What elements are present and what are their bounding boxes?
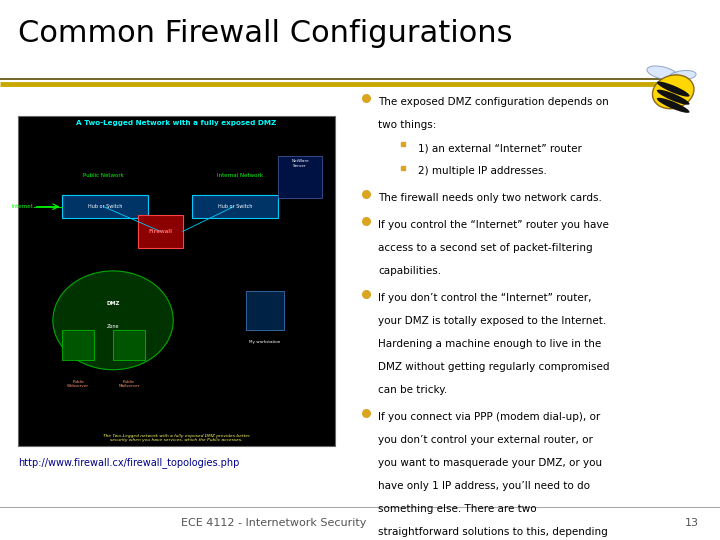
Text: can be tricky.: can be tricky.: [378, 385, 447, 395]
Bar: [138, 215, 183, 248]
Text: Hub or Switch: Hub or Switch: [218, 204, 252, 209]
Text: Internal Network: Internal Network: [217, 173, 263, 178]
Ellipse shape: [652, 75, 694, 109]
Text: 1) an external “Internet” router: 1) an external “Internet” router: [418, 144, 582, 153]
Text: If you don’t control the “Internet” router,: If you don’t control the “Internet” rout…: [378, 293, 592, 303]
Bar: [113, 330, 145, 360]
Ellipse shape: [669, 71, 696, 80]
Text: 13: 13: [685, 518, 698, 528]
Text: Public Network: Public Network: [83, 173, 124, 178]
Text: you don’t control your external router, or: you don’t control your external router, …: [378, 435, 593, 445]
Text: access to a second set of packet-filtering: access to a second set of packet-filteri…: [378, 243, 593, 253]
Text: straightforward solutions to this, depending: straightforward solutions to this, depen…: [378, 527, 608, 537]
Text: your DMZ is totally exposed to the Internet.: your DMZ is totally exposed to the Inter…: [378, 316, 606, 326]
Text: Public
Mailserver: Public Mailserver: [118, 380, 140, 388]
Ellipse shape: [657, 82, 690, 97]
Ellipse shape: [53, 271, 174, 370]
Text: Internet: Internet: [12, 204, 33, 209]
Text: capabilities.: capabilities.: [378, 266, 441, 276]
Bar: [63, 330, 94, 360]
Ellipse shape: [657, 98, 690, 113]
Text: Firewall: Firewall: [148, 229, 173, 234]
Text: The Two-Legged network with a fully exposed DMZ provides better
security when yo: The Two-Legged network with a fully expo…: [103, 434, 250, 442]
Text: 2) multiple IP addresses.: 2) multiple IP addresses.: [418, 166, 546, 177]
Text: If you connect via PPP (modem dial-up), or: If you connect via PPP (modem dial-up), …: [378, 412, 600, 422]
Text: Hub or Switch: Hub or Switch: [88, 204, 122, 209]
Text: NetWare
Server: NetWare Server: [291, 159, 309, 167]
Ellipse shape: [657, 90, 690, 105]
Text: ECE 4112 - Internetwork Security: ECE 4112 - Internetwork Security: [181, 518, 366, 528]
Text: two things:: two things:: [378, 120, 436, 130]
Text: DMZ: DMZ: [107, 301, 120, 306]
Text: My workstation: My workstation: [249, 340, 281, 344]
Text: Common Firewall Configurations: Common Firewall Configurations: [18, 19, 513, 48]
Bar: [18, 116, 335, 446]
Bar: [246, 291, 284, 330]
Text: DMZ without getting regularly compromised: DMZ without getting regularly compromise…: [378, 362, 610, 372]
Text: have only 1 IP address, you’ll need to do: have only 1 IP address, you’ll need to d…: [378, 481, 590, 491]
Bar: [278, 156, 322, 198]
Text: If you control the “Internet” router you have: If you control the “Internet” router you…: [378, 220, 609, 230]
Ellipse shape: [647, 66, 678, 80]
Text: A Two-Legged Network with a fully exposed DMZ: A Two-Legged Network with a fully expose…: [76, 120, 276, 126]
Text: The exposed DMZ configuration depends on: The exposed DMZ configuration depends on: [378, 97, 608, 107]
Bar: [192, 195, 278, 218]
Text: http://www.firewall.cx/firewall_topologies.php: http://www.firewall.cx/firewall_topologi…: [18, 457, 239, 468]
Text: something else. There are two: something else. There are two: [378, 504, 536, 514]
Text: Public
Webserver: Public Webserver: [67, 380, 89, 388]
Text: Hardening a machine enough to live in the: Hardening a machine enough to live in th…: [378, 339, 601, 349]
Text: you want to masquerade your DMZ, or you: you want to masquerade your DMZ, or you: [378, 458, 602, 468]
Text: The firewall needs only two network cards.: The firewall needs only two network card…: [378, 193, 602, 203]
Text: Zone: Zone: [107, 325, 120, 329]
Bar: [63, 195, 148, 218]
